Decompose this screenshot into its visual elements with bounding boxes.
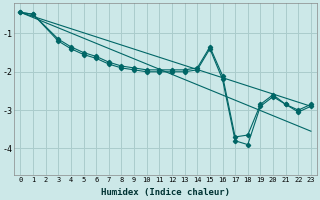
X-axis label: Humidex (Indice chaleur): Humidex (Indice chaleur) [101, 188, 230, 197]
